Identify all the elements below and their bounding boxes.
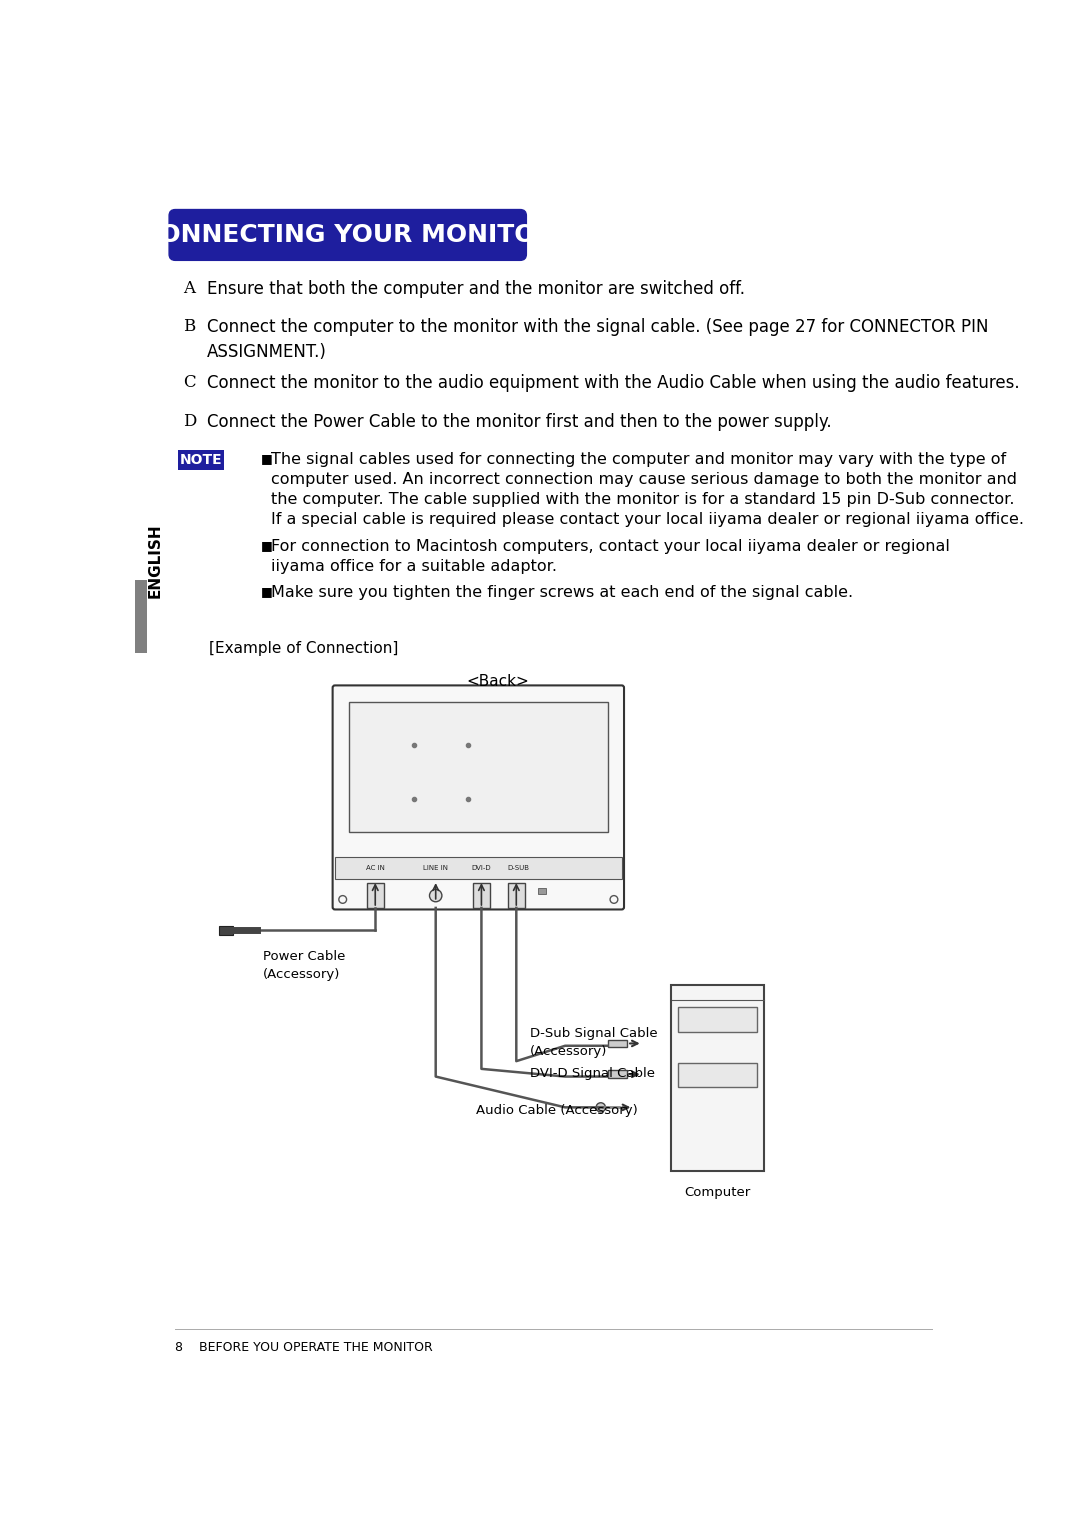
- Text: If a special cable is required please contact your local iiyama dealer or region: If a special cable is required please co…: [271, 512, 1024, 527]
- Bar: [608, 1039, 627, 1047]
- Text: DVI-D: DVI-D: [472, 865, 491, 871]
- Bar: [473, 883, 490, 908]
- Text: Make sure you tighten the finger screws at each end of the signal cable.: Make sure you tighten the finger screws …: [271, 585, 853, 601]
- Text: ■: ■: [260, 539, 272, 552]
- Bar: [335, 857, 622, 879]
- FancyBboxPatch shape: [672, 986, 765, 1172]
- Bar: [349, 701, 608, 833]
- Circle shape: [430, 889, 442, 902]
- Text: For connection to Macintosh computers, contact your local iiyama dealer or regio: For connection to Macintosh computers, c…: [271, 539, 949, 555]
- FancyBboxPatch shape: [333, 686, 624, 909]
- Text: the computer. The cable supplied with the monitor is for a standard 15 pin D-Sub: the computer. The cable supplied with th…: [271, 492, 1014, 507]
- Bar: [508, 883, 525, 908]
- Text: ENGLISH: ENGLISH: [148, 524, 163, 597]
- Text: LINE IN: LINE IN: [423, 865, 448, 871]
- Bar: [367, 883, 383, 908]
- Text: iiyama office for a suitable adaptor.: iiyama office for a suitable adaptor.: [271, 559, 556, 575]
- Text: D-Sub Signal Cable
(Accessory): D-Sub Signal Cable (Accessory): [530, 1027, 658, 1057]
- Bar: [135, 581, 147, 652]
- Text: 8    BEFORE YOU OPERATE THE MONITOR: 8 BEFORE YOU OPERATE THE MONITOR: [175, 1342, 433, 1354]
- Bar: [538, 888, 545, 894]
- Text: <Back>: <Back>: [467, 674, 529, 689]
- Circle shape: [596, 1103, 606, 1112]
- Text: CONNECTING YOUR MONITOR: CONNECTING YOUR MONITOR: [140, 223, 555, 248]
- Text: [Example of Connection]: [Example of Connection]: [208, 640, 399, 656]
- Text: ■: ■: [260, 452, 272, 465]
- Text: The signal cables used for connecting the computer and monitor may vary with the: The signal cables used for connecting th…: [271, 452, 1005, 468]
- Bar: [678, 1062, 757, 1088]
- Text: Ensure that both the computer and the monitor are switched off.: Ensure that both the computer and the mo…: [207, 280, 745, 298]
- Text: Power Cable
(Accessory): Power Cable (Accessory): [262, 949, 346, 981]
- Text: Connect the Power Cable to the monitor first and then to the power supply.: Connect the Power Cable to the monitor f…: [207, 413, 832, 431]
- Text: Connect the monitor to the audio equipment with the Audio Cable when using the a: Connect the monitor to the audio equipme…: [207, 374, 1020, 393]
- Text: Computer: Computer: [685, 1186, 751, 1199]
- Text: B: B: [183, 318, 195, 335]
- Text: A: A: [183, 280, 195, 296]
- Text: D: D: [183, 413, 197, 429]
- Text: Audio Cable (Accessory): Audio Cable (Accessory): [476, 1103, 638, 1117]
- FancyBboxPatch shape: [170, 209, 526, 260]
- Text: ■: ■: [260, 585, 272, 599]
- Text: C: C: [183, 374, 195, 391]
- Bar: [218, 926, 232, 935]
- Text: D-SUB: D-SUB: [508, 865, 529, 871]
- Text: AC IN: AC IN: [366, 865, 384, 871]
- Bar: [678, 1007, 757, 1031]
- Text: Connect the computer to the monitor with the signal cable. (See page 27 for CONN: Connect the computer to the monitor with…: [207, 318, 988, 361]
- Text: NOTE: NOTE: [179, 452, 222, 466]
- Text: computer used. An incorrect connection may cause serious damage to both the moni: computer used. An incorrect connection m…: [271, 472, 1016, 487]
- Bar: [608, 1071, 627, 1079]
- Text: DVI-D Signal Cable: DVI-D Signal Cable: [530, 1067, 656, 1080]
- Bar: [177, 449, 225, 469]
